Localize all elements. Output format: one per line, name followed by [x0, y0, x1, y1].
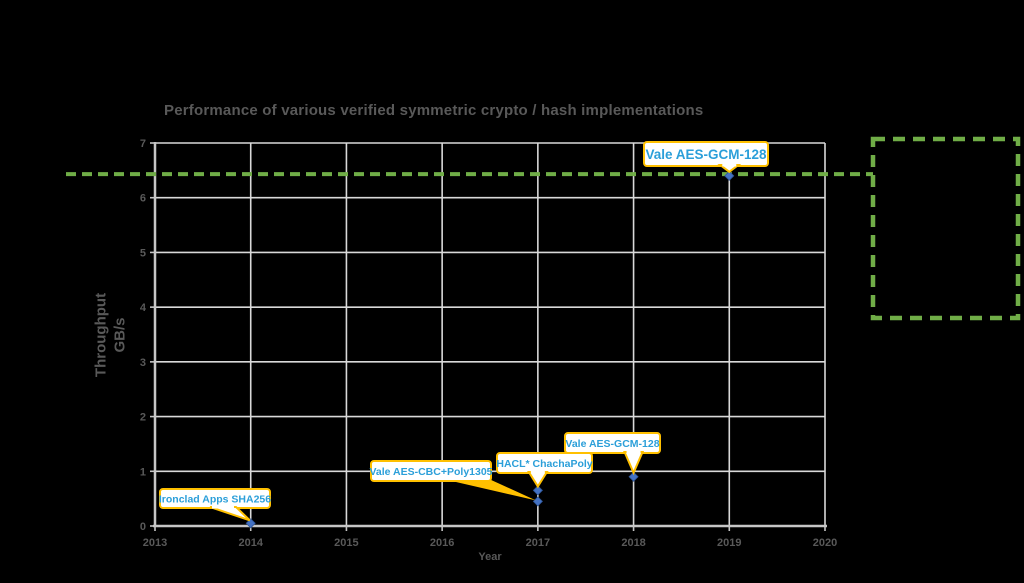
- callout-label: Vale AES-GCM-128: [643, 141, 769, 174]
- callout-pointer: [443, 479, 536, 501]
- callout-label: Ironclad Apps SHA256: [159, 488, 271, 522]
- callout-text: Ironclad Apps SHA256: [159, 493, 271, 505]
- x-axis-tick-label: 2013: [143, 537, 167, 549]
- callout-label: HACL* ChachaPoly: [496, 452, 593, 489]
- callout-label: Vale AES-CBC+Poly1305: [369, 460, 536, 501]
- callout-text: Vale AES-GCM-128: [645, 147, 767, 162]
- y-axis-tick-label: 2: [140, 412, 146, 424]
- data-point-marker: [724, 170, 735, 181]
- y-axis-title-line2: GB/s: [111, 317, 128, 353]
- y-axis-title-line1: Throughput: [92, 292, 110, 378]
- callout-box: [564, 432, 661, 454]
- callout-box: [643, 141, 769, 167]
- callout-text: Vale AES-CBC+Poly1305: [369, 466, 492, 478]
- x-axis-tick-label: 2016: [430, 537, 454, 549]
- callout-text: Vale AES-GCM-128: [565, 438, 659, 450]
- y-axis-tick-label: 3: [140, 357, 146, 369]
- x-axis-tick-label: 2018: [621, 537, 645, 549]
- y-axis-tick-label: 1: [140, 466, 146, 478]
- data-point-marker: [245, 518, 256, 529]
- data-point-marker: [628, 471, 639, 482]
- x-axis-title: Year: [478, 551, 502, 563]
- y-axis-tick-label: 6: [140, 193, 146, 205]
- callout-pointer: [527, 471, 549, 489]
- callout-box: [370, 460, 492, 482]
- x-axis-tick-label: 2014: [238, 537, 263, 549]
- callout-pointer: [623, 451, 645, 476]
- x-axis-tick-label: 2017: [526, 537, 550, 549]
- callout-text: HACL* ChachaPoly: [496, 458, 592, 470]
- y-axis-tick-label: 4: [140, 302, 147, 314]
- x-axis-tick-label: 2015: [334, 537, 358, 549]
- annotation-box: [870, 136, 1021, 321]
- y-axis-tick-label: 0: [140, 521, 146, 533]
- y-axis-tick-label: 7: [140, 138, 146, 150]
- y-axis-title: Throughput GB/s: [92, 293, 130, 377]
- data-point-marker: [532, 496, 543, 507]
- chart-title: Performance of various verified symmetri…: [164, 102, 704, 119]
- y-axis-tick-label: 5: [140, 247, 146, 259]
- data-point-marker: [532, 485, 543, 496]
- callout-label: Vale AES-GCM-128: [564, 432, 661, 476]
- x-axis-tick-label: 2019: [717, 537, 741, 549]
- x-axis-tick-label: 2020: [813, 537, 837, 549]
